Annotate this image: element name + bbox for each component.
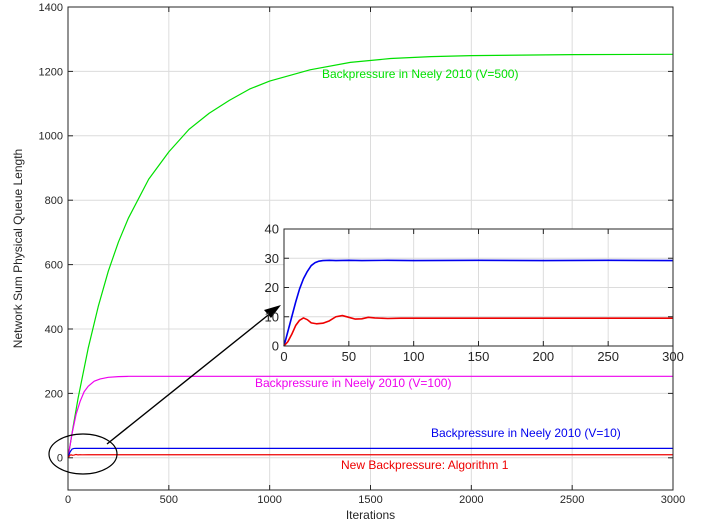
y-tick-label: 400 bbox=[45, 324, 63, 336]
y-tick-label: 20 bbox=[265, 280, 279, 295]
x-tick-label: 500 bbox=[160, 494, 178, 506]
x-tick-label: 1500 bbox=[358, 494, 382, 506]
x-axis-label: Iterations bbox=[346, 508, 395, 522]
y-tick-label: 1200 bbox=[39, 66, 63, 78]
x-tick-label: 50 bbox=[342, 349, 356, 364]
y-tick-label: 10 bbox=[265, 309, 279, 324]
y-tick-label: 40 bbox=[265, 222, 279, 237]
x-tick-label: 0 bbox=[65, 494, 71, 506]
series-annotation-3: Backpressure in Neely 2010 (V=10) bbox=[431, 426, 621, 440]
series-annotation-2: Backpressure in Neely 2010 (V=100) bbox=[255, 376, 451, 390]
y-axis-label: Network Sum Physical Queue Length bbox=[11, 149, 25, 348]
x-tick-label: 300 bbox=[662, 349, 684, 364]
y-tick-label: 0 bbox=[272, 339, 279, 354]
x-tick-label: 0 bbox=[280, 349, 287, 364]
y-tick-label: 30 bbox=[265, 251, 279, 266]
x-tick-label: 150 bbox=[468, 349, 490, 364]
x-tick-label: 2000 bbox=[459, 494, 483, 506]
x-tick-label: 250 bbox=[597, 349, 619, 364]
y-tick-label: 600 bbox=[45, 259, 63, 271]
series-annotation-1: Backpressure in Neely 2010 (V=500) bbox=[322, 67, 518, 81]
x-tick-label: 100 bbox=[403, 349, 425, 364]
x-tick-label: 2500 bbox=[560, 494, 584, 506]
y-tick-label: 800 bbox=[45, 195, 63, 207]
series-annotation-4: New Backpressure: Algorithm 1 bbox=[341, 458, 509, 472]
y-tick-label: 1000 bbox=[39, 131, 63, 143]
y-tick-label: 1400 bbox=[39, 2, 63, 14]
y-tick-label: 0 bbox=[57, 453, 63, 465]
inset-plot: 0 50 100 150 200 250 300 0 10 20 30 40 bbox=[265, 222, 684, 364]
x-tick-label: 1000 bbox=[257, 494, 281, 506]
x-tick-label: 3000 bbox=[661, 494, 685, 506]
y-tick-label: 200 bbox=[45, 388, 63, 400]
x-tick-label: 200 bbox=[532, 349, 554, 364]
